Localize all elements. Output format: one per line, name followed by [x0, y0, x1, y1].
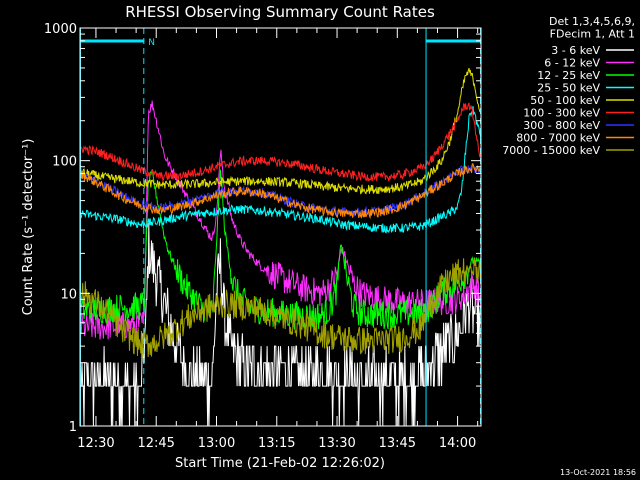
- annotation-1: N: [148, 38, 155, 48]
- y-tick-label: 1000: [44, 22, 77, 37]
- legend-label: 3 - 6 keV: [551, 44, 600, 57]
- series-line-6: [79, 102, 482, 183]
- y-axis: 1 10 100 1000: [44, 22, 481, 435]
- legend-label: 25 - 50 keV: [537, 82, 600, 95]
- legend-header: FDecim 1, Att 1: [550, 28, 635, 41]
- legend-label: 7000 - 15000 keV: [502, 144, 600, 157]
- legend-label: 100 - 300 keV: [523, 107, 600, 120]
- legend: Det 1,3,4,5,6,9,FDecim 1, Att 1 3 - 6 keV…: [502, 15, 635, 157]
- chart-title: RHESSI Observing Summary Count Rates: [125, 3, 435, 21]
- x-tick-label: 13:00: [198, 436, 235, 451]
- legend-label: 800 - 7000 keV: [516, 132, 600, 145]
- x-tick-label: 13:15: [258, 436, 295, 451]
- x-tick-label: 12:45: [137, 436, 174, 451]
- series-line-9: [79, 257, 482, 358]
- x-tick-label: 12:30: [77, 436, 114, 451]
- timestamp: 13-Oct-2021 18:56: [560, 468, 636, 477]
- x-tick-label: 13:45: [379, 436, 416, 451]
- legend-label: 12 - 25 keV: [537, 69, 600, 82]
- x-axis: 12:30 12:45 13:00 13:15 13:30 13:45 14:00: [77, 28, 479, 451]
- x-tick-label: 14:00: [439, 436, 476, 451]
- y-tick-label: 1: [69, 420, 77, 435]
- legend-header: Det 1,3,4,5,6,9,: [549, 15, 635, 28]
- y-axis-label: Count Rate (s⁻¹ detector⁻¹): [21, 139, 36, 316]
- legend-label: 300 - 800 keV: [523, 119, 600, 132]
- y-tick-label: 10: [60, 287, 77, 302]
- series-line-1: [80, 222, 481, 427]
- series-line-4: [79, 106, 482, 234]
- x-tick-label: 13:30: [318, 436, 355, 451]
- series-line-7: [79, 164, 482, 218]
- legend-label: 50 - 100 keV: [530, 94, 600, 107]
- series-line-5: [79, 67, 482, 195]
- x-axis-label: Start Time (21-Feb-02 12:26:02): [175, 456, 385, 471]
- y-tick-label: 100: [52, 155, 77, 170]
- plot-frame: [79, 27, 482, 427]
- series-lines: [79, 67, 482, 427]
- series-line-8: [79, 163, 482, 220]
- legend-label: 6 - 12 keV: [544, 57, 600, 70]
